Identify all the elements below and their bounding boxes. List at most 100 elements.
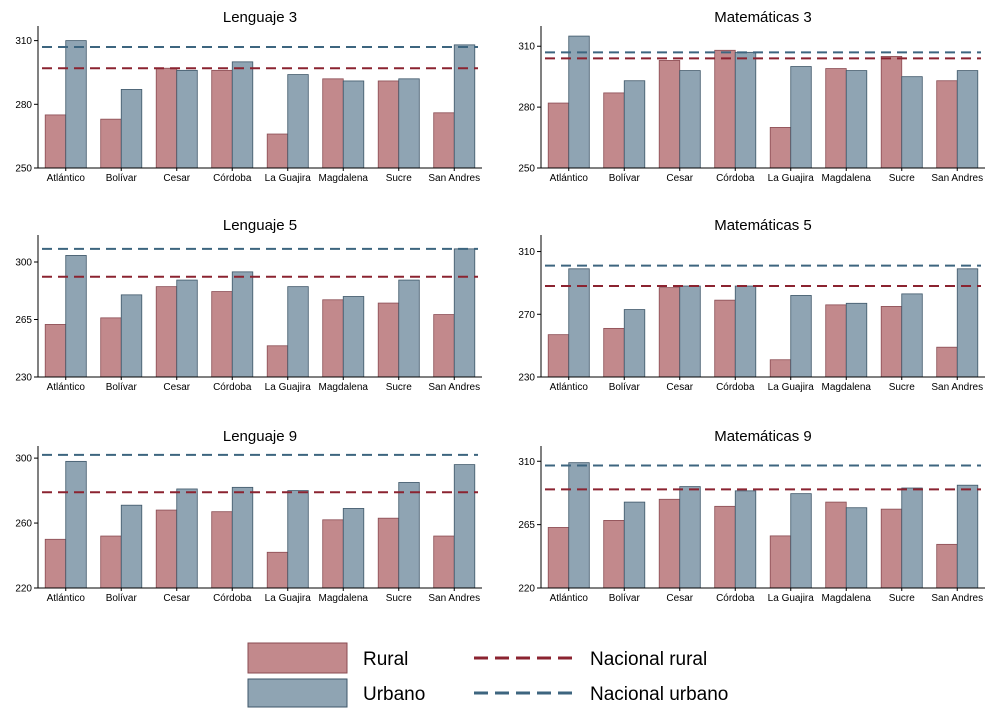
y-tick-label: 310 xyxy=(518,42,535,53)
x-tick-label: Atlántico xyxy=(47,593,86,604)
bar-urbano xyxy=(398,279,420,378)
bar-rural xyxy=(322,299,344,378)
y-tick-label: 250 xyxy=(15,164,32,175)
bar-rural xyxy=(714,299,736,378)
bar-rural xyxy=(433,535,455,589)
x-tick-label: San Andres xyxy=(428,173,480,184)
legend: Rural Urbano Nacional rural Nacional urb… xyxy=(247,642,728,708)
y-tick-label: 300 xyxy=(15,258,32,269)
y-tick-label: 260 xyxy=(15,519,32,530)
bar-urbano xyxy=(287,286,309,378)
x-tick-label: Atlántico xyxy=(550,382,589,393)
x-tick-label: Sucre xyxy=(386,382,413,393)
bar-rural xyxy=(603,520,625,589)
x-tick-label: Atlántico xyxy=(550,593,589,604)
y-tick-label: 310 xyxy=(518,457,535,468)
bar-rural xyxy=(377,517,400,589)
y-tick-label: 310 xyxy=(518,247,535,258)
bar-rural xyxy=(936,80,958,169)
bar-rural xyxy=(825,501,847,589)
bar-rural xyxy=(658,287,681,378)
bar-rural xyxy=(603,327,625,378)
x-tick-label: Atlántico xyxy=(47,382,86,393)
bar-urbano xyxy=(956,268,979,378)
bar-rural xyxy=(100,118,122,169)
bar-urbano xyxy=(120,89,143,169)
x-tick-label: La Guajira xyxy=(768,593,815,604)
bar-rural xyxy=(825,304,847,378)
bar-rural xyxy=(769,127,792,169)
x-tick-label: Córdoba xyxy=(716,593,755,604)
x-tick-label: Magdalena xyxy=(822,173,872,184)
bar-urbano xyxy=(231,486,254,589)
bar-rural xyxy=(211,511,233,589)
bar-urbano xyxy=(679,285,701,378)
x-tick-label: Bolívar xyxy=(609,173,641,184)
x-tick-label: San Andres xyxy=(428,382,480,393)
bar-urbano xyxy=(845,507,868,589)
x-tick-label: Bolívar xyxy=(106,593,138,604)
x-tick-label: Córdoba xyxy=(213,593,252,604)
y-tick-label: 220 xyxy=(518,584,535,595)
chart-panels: Lenguaje 3 250 280 310 Atlántico Bolívar Cesar… xyxy=(15,9,985,604)
panel-title: Lenguaje 5 xyxy=(223,217,297,234)
x-tick-label: Córdoba xyxy=(716,382,755,393)
bar-urbano xyxy=(790,66,812,169)
bar-rural xyxy=(769,535,792,589)
x-tick-label: Sucre xyxy=(386,173,413,184)
bar-urbano xyxy=(901,293,923,378)
x-tick-label: San Andres xyxy=(428,593,480,604)
bar-rural xyxy=(44,114,67,169)
legend-swatch-urbano xyxy=(247,678,348,708)
y-tick-label: 280 xyxy=(15,100,32,111)
bar-urbano xyxy=(623,309,646,378)
y-tick-label: 265 xyxy=(518,520,535,531)
x-tick-label: Cesar xyxy=(666,173,693,184)
bar-rural xyxy=(433,112,455,169)
x-tick-label: Córdoba xyxy=(213,173,252,184)
bar-rural xyxy=(211,69,233,169)
bar-rural xyxy=(322,78,344,169)
bar-urbano xyxy=(120,294,143,378)
bar-urbano xyxy=(398,78,420,169)
bar-rural xyxy=(714,49,736,169)
bar-urbano xyxy=(342,296,365,378)
bar-urbano xyxy=(453,44,476,169)
bar-rural xyxy=(44,538,67,589)
x-tick-label: La Guajira xyxy=(768,382,815,393)
bar-urbano xyxy=(176,69,198,169)
bar-rural xyxy=(880,55,903,169)
x-tick-label: Cesar xyxy=(163,593,190,604)
chart-panel: Matemáticas 9 220 265 310 Atlántico Bolívar Ce… xyxy=(518,428,985,604)
y-tick-label: 280 xyxy=(518,103,535,114)
y-tick-label: 230 xyxy=(518,373,535,384)
y-tick-label: 250 xyxy=(518,164,535,175)
bar-urbano xyxy=(176,488,198,589)
x-tick-label: Sucre xyxy=(889,382,916,393)
bar-rural xyxy=(658,498,681,589)
bar-urbano xyxy=(623,501,646,589)
bar-urbano xyxy=(342,80,365,169)
bar-urbano xyxy=(120,504,143,589)
bar-rural xyxy=(266,345,289,378)
bar-rural xyxy=(377,80,400,169)
bar-rural xyxy=(211,291,233,378)
panel-title: Matemáticas 5 xyxy=(714,217,812,234)
chart-panel: Lenguaje 3 250 280 310 Atlántico Bolívar Cesar… xyxy=(15,9,482,184)
legend-label-nacional-rural: Nacional rural xyxy=(590,649,707,670)
bar-urbano xyxy=(398,482,420,589)
panel-title: Matemáticas 3 xyxy=(714,9,812,26)
chart-panel: Lenguaje 5 230 265 300 Atlántico Bolívar Cesar… xyxy=(15,217,482,393)
bar-rural xyxy=(825,68,847,169)
x-tick-label: Sucre xyxy=(889,593,916,604)
y-tick-label: 300 xyxy=(15,454,32,465)
bar-rural xyxy=(155,509,178,589)
bar-rural xyxy=(936,543,958,589)
bar-rural xyxy=(936,346,958,378)
bar-urbano xyxy=(176,279,198,378)
x-tick-label: Atlántico xyxy=(47,173,86,184)
chart-panel: Matemáticas 5 230 270 310 Atlántico Bolívar Ce… xyxy=(518,217,985,393)
bar-urbano xyxy=(568,462,590,589)
bar-rural xyxy=(155,67,178,169)
